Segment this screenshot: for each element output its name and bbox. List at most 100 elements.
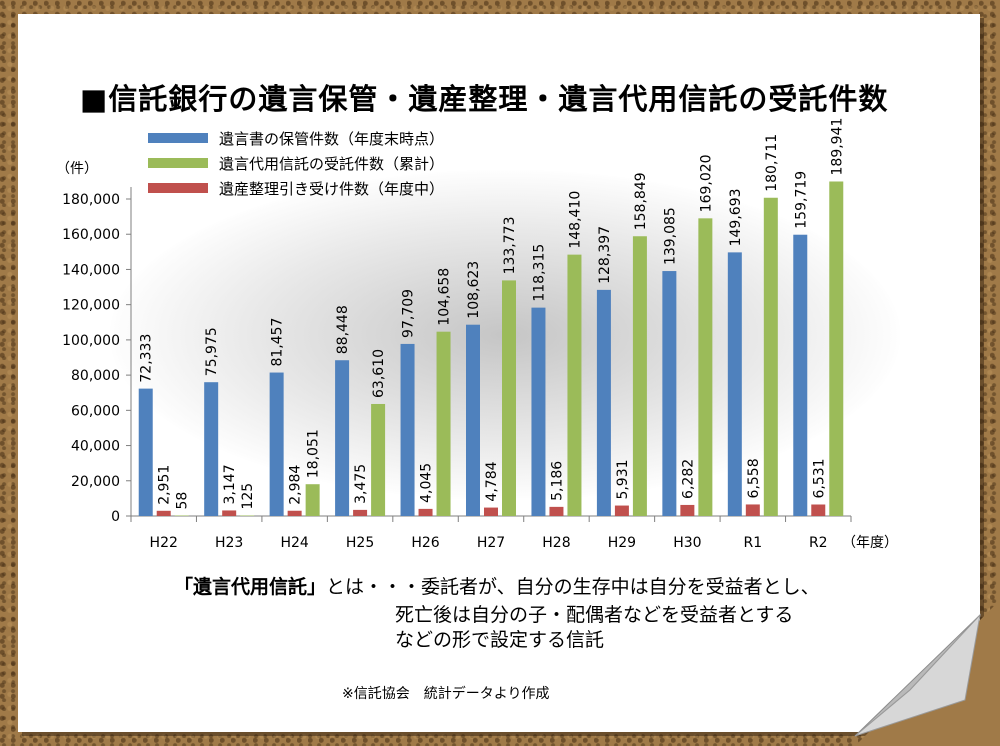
bar-H27-s1: [484, 507, 498, 516]
data-label: 180,711: [764, 134, 780, 192]
bar-R2-s2: [829, 181, 844, 516]
y-tick-label: 40,000: [71, 439, 120, 455]
x-tick-label: R1: [743, 535, 762, 551]
legend-swatch: [148, 183, 208, 193]
bar-H23-s0: [204, 382, 219, 516]
y-axis-unit-label: （件）: [56, 161, 98, 177]
bar-H28-s0: [531, 307, 546, 516]
bar-H22-s2: [174, 515, 189, 516]
data-label: 75,975: [204, 327, 220, 376]
y-tick-label: 140,000: [62, 262, 120, 278]
data-label: 128,397: [597, 226, 613, 284]
x-tick-label: H30: [673, 535, 701, 551]
data-label: 5,186: [549, 461, 565, 501]
bar-H26-s0: [400, 343, 415, 516]
bar-H25-s2: [371, 403, 386, 516]
bar-H29-s0: [596, 289, 611, 516]
data-label: 189,941: [829, 118, 845, 176]
bar-H29-s2: [632, 236, 647, 516]
x-tick-label: H29: [608, 535, 636, 551]
y-tick-label: 160,000: [62, 227, 120, 243]
data-label: 58: [175, 492, 191, 510]
y-tick-label: 20,000: [71, 474, 120, 490]
data-label: 139,085: [662, 207, 678, 265]
data-label: 159,719: [793, 171, 809, 229]
y-tick-label: 0: [111, 509, 120, 525]
data-label: 4,045: [419, 463, 435, 503]
data-label: 3,147: [222, 464, 238, 504]
bar-H30-s0: [662, 271, 677, 516]
data-label: 3,475: [353, 464, 369, 504]
x-tick-label: R2: [809, 535, 828, 551]
data-label: 88,448: [335, 305, 351, 354]
x-tick-label: H27: [477, 535, 505, 551]
data-label: 169,020: [698, 154, 714, 212]
bar-H24-s1: [287, 510, 302, 516]
bar-R2-s0: [793, 234, 808, 516]
source-note: ※信託協会 統計データより作成: [342, 686, 550, 702]
legend-label: 遺言代用信託の受託件数（累計）: [219, 155, 444, 173]
legend-label: 遺言書の保管件数（年度末時点）: [219, 130, 444, 148]
bar-H25-s1: [353, 509, 368, 516]
data-label: 97,709: [401, 289, 417, 338]
data-label: 6,531: [811, 458, 827, 498]
x-tick-label: H26: [411, 535, 439, 551]
y-tick-label: 180,000: [62, 192, 120, 208]
bar-R1-s1: [745, 504, 760, 516]
data-label: 63,610: [371, 349, 387, 398]
y-tick-label: 120,000: [62, 298, 120, 314]
note-line2: 死亡後は自分の子・配偶者などを受益者とする: [395, 604, 794, 626]
data-label: 149,693: [728, 188, 744, 246]
bar-H30-s2: [698, 218, 713, 516]
data-label: 81,457: [270, 318, 286, 367]
note-line1: とは・・・委託者が、自分の生存中は自分を受益者とし、: [326, 576, 820, 598]
x-tick-label: H22: [150, 535, 178, 551]
data-label: 18,051: [306, 429, 322, 478]
x-axis-unit-label: （年度）: [842, 535, 898, 551]
data-label: 158,849: [633, 172, 649, 230]
bar-H26-s1: [418, 508, 433, 516]
y-tick-label: 100,000: [62, 333, 120, 349]
bar-H23-s1: [222, 510, 237, 516]
data-label: 125: [240, 483, 256, 510]
x-tick-label: H23: [215, 535, 243, 551]
bar-H22-s1: [156, 510, 171, 516]
data-label: 72,333: [139, 334, 155, 383]
legend-swatch: [148, 133, 208, 143]
bar-R1-s2: [763, 197, 778, 516]
data-label: 6,558: [746, 458, 762, 498]
data-label: 148,410: [567, 191, 583, 249]
y-tick-label: 80,000: [71, 368, 120, 384]
bar-H27-s0: [466, 324, 480, 516]
data-label: 6,282: [680, 459, 696, 499]
data-label: 108,623: [466, 261, 482, 319]
data-label: 133,773: [502, 217, 518, 275]
data-label: 5,931: [615, 459, 631, 499]
bar-R1-s0: [727, 252, 742, 516]
legend-swatch: [148, 158, 208, 168]
bar-H26-s2: [436, 331, 451, 516]
bar-R2-s1: [811, 504, 826, 516]
data-label: 2,984: [288, 465, 304, 505]
bar-H28-s2: [567, 254, 582, 517]
bar-H28-s1: [549, 506, 564, 516]
x-tick-label: H24: [280, 535, 308, 551]
x-tick-label: H28: [542, 535, 570, 551]
bar-H30-s1: [680, 504, 695, 516]
bar-H24-s2: [305, 484, 320, 516]
data-label: 118,315: [531, 244, 547, 302]
bar-H29-s1: [614, 505, 629, 516]
note-line3: などの形で設定する信託: [395, 629, 605, 651]
legend-label: 遺産整理引き受け件数（年度中）: [219, 180, 444, 198]
data-label: 2,951: [157, 465, 173, 505]
bar-H24-s0: [269, 372, 284, 516]
chart-title: ■信託銀行の遺言保管・遺産整理・遺言代用信託の受託件数: [80, 82, 889, 116]
definition-note: 「遺言代用信託」とは・・・委託者が、自分の生存中は自分を受益者とし、: [174, 575, 820, 600]
bar-H23-s2: [240, 515, 255, 516]
y-tick-label: 60,000: [71, 403, 120, 419]
bar-H22-s0: [138, 388, 153, 516]
x-tick-label: H25: [346, 535, 374, 551]
bar-H25-s0: [335, 360, 350, 516]
data-label: 104,658: [437, 268, 453, 326]
